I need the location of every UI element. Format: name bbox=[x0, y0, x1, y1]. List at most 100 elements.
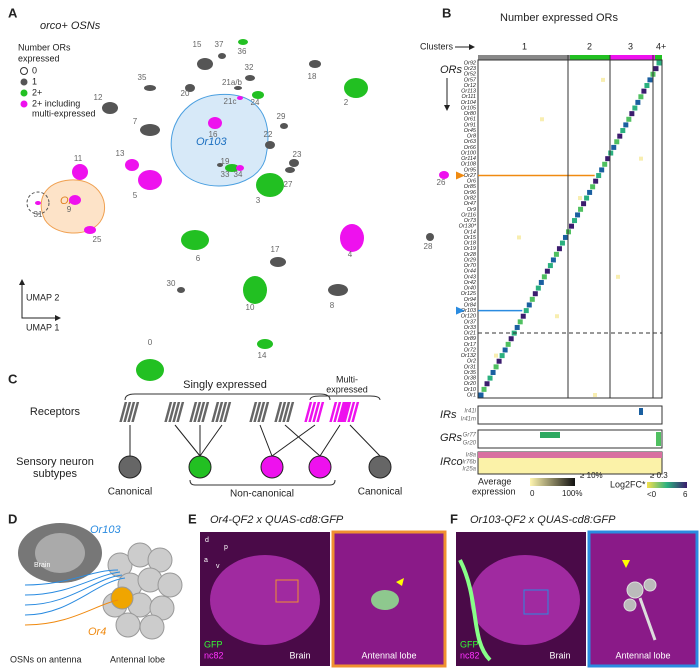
receptor bbox=[119, 402, 128, 422]
cluster-bar bbox=[610, 55, 655, 60]
cell bbox=[596, 173, 602, 179]
row-label: Or80 bbox=[464, 111, 477, 117]
row-label: Or108 bbox=[461, 162, 477, 168]
cell bbox=[590, 184, 596, 190]
row-label: Or23 bbox=[464, 66, 477, 72]
row-label: Or1 bbox=[467, 392, 476, 398]
cell bbox=[572, 218, 578, 224]
cluster-label: 16 bbox=[209, 130, 218, 139]
row-label: Ir41l bbox=[464, 409, 476, 415]
legend-swatch bbox=[20, 67, 28, 75]
cluster bbox=[138, 170, 162, 190]
cluster-label: 26 bbox=[437, 178, 446, 187]
cluster bbox=[197, 58, 213, 70]
annotation: Or103 bbox=[90, 524, 121, 536]
row-label: Ir25a bbox=[462, 467, 476, 473]
row-label: Or35 bbox=[464, 370, 477, 376]
cluster bbox=[256, 173, 284, 197]
cell bbox=[514, 324, 520, 330]
cluster bbox=[140, 124, 160, 136]
cluster-label: 21c bbox=[224, 97, 237, 106]
cluster-label: 2 bbox=[344, 98, 349, 107]
neuron bbox=[260, 455, 284, 479]
receptor bbox=[131, 402, 140, 422]
cluster bbox=[426, 233, 434, 241]
cluster bbox=[238, 39, 248, 45]
legend-item: 2+ including bbox=[32, 98, 80, 108]
row-label: Or57 bbox=[464, 77, 477, 83]
cluster-label: 17 bbox=[271, 245, 280, 254]
receptor bbox=[339, 402, 348, 422]
row-label: Or125 bbox=[461, 291, 477, 297]
cluster-label: 30 bbox=[167, 279, 176, 288]
cell bbox=[593, 178, 599, 184]
row-label: Or96 bbox=[464, 190, 477, 196]
legend-item: 2+ bbox=[32, 87, 42, 97]
receptor bbox=[249, 402, 258, 422]
cell bbox=[616, 274, 620, 279]
brain-image bbox=[35, 533, 85, 573]
caption: Antennal lobe bbox=[110, 654, 165, 664]
group-label: 3 bbox=[628, 41, 633, 51]
cell bbox=[601, 77, 605, 82]
row-label: Or114 bbox=[461, 156, 476, 162]
cluster-label: 36 bbox=[238, 47, 247, 56]
image-label: Brain bbox=[34, 562, 50, 569]
zoom-image bbox=[587, 530, 699, 668]
legend-label: 100% bbox=[562, 489, 582, 498]
row-label: Or72 bbox=[464, 347, 476, 353]
row-label: Or27 bbox=[464, 173, 477, 179]
receptor bbox=[312, 402, 321, 422]
cell bbox=[605, 156, 611, 162]
cell bbox=[647, 77, 653, 83]
receptor bbox=[261, 402, 270, 422]
type-label: Non-canonical bbox=[230, 489, 294, 500]
cluster bbox=[84, 226, 96, 234]
cluster bbox=[144, 85, 156, 91]
micrograph bbox=[470, 555, 580, 645]
row-label: Ir8a bbox=[466, 453, 477, 459]
cell bbox=[581, 201, 587, 207]
panel-title: Number expressed ORs bbox=[500, 12, 618, 24]
receptor bbox=[308, 402, 317, 422]
panel-title: Or103-QF2 x QUAS-cd8:GFP bbox=[470, 514, 616, 526]
cluster-label: 20 bbox=[181, 89, 190, 98]
legend-swatch bbox=[20, 100, 28, 108]
cluster-label: 31 bbox=[34, 210, 43, 219]
receptor bbox=[347, 402, 356, 422]
cluster-label: 4 bbox=[348, 250, 353, 259]
cluster-label: 37 bbox=[215, 40, 224, 49]
cluster-31-outline bbox=[26, 191, 50, 215]
panel-label: B bbox=[442, 5, 451, 20]
glomerulus bbox=[371, 590, 399, 610]
legend-label: Log2FC* bbox=[610, 479, 646, 489]
legend-swatch bbox=[20, 89, 28, 97]
panel-title: orco+ OSNs bbox=[40, 20, 101, 32]
cluster bbox=[35, 201, 41, 205]
image-label: Antennal lobe bbox=[615, 650, 670, 660]
glomeruli bbox=[623, 578, 657, 641]
panel-label: E bbox=[188, 511, 197, 526]
receptor bbox=[333, 402, 342, 422]
row-label: Or132 bbox=[461, 353, 476, 359]
cell bbox=[532, 291, 538, 297]
cluster-label: 3 bbox=[256, 196, 261, 205]
cell bbox=[599, 167, 605, 173]
cluster bbox=[72, 164, 88, 180]
row-label: Receptors bbox=[30, 406, 81, 418]
receptor bbox=[282, 402, 291, 422]
row-label: Or84 bbox=[464, 302, 476, 308]
receptor bbox=[164, 402, 173, 422]
receptor bbox=[316, 402, 325, 422]
receptor bbox=[329, 402, 338, 422]
caption: OSNs on antenna bbox=[10, 654, 82, 664]
cluster bbox=[245, 75, 255, 81]
cell bbox=[540, 117, 544, 122]
cluster bbox=[340, 224, 364, 252]
cluster bbox=[208, 117, 222, 129]
cluster bbox=[185, 84, 195, 92]
cell bbox=[553, 251, 559, 257]
cluster-label: 29 bbox=[277, 112, 286, 121]
cell bbox=[544, 268, 550, 274]
